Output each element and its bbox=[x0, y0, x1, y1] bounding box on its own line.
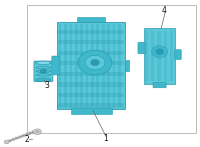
Bar bbox=[157, 31, 161, 81]
Circle shape bbox=[85, 55, 105, 70]
Ellipse shape bbox=[36, 61, 51, 65]
FancyBboxPatch shape bbox=[125, 60, 129, 71]
Bar bbox=[27, 5, 196, 133]
Bar bbox=[91, 24, 94, 107]
Bar bbox=[58, 40, 124, 44]
Text: 1: 1 bbox=[104, 134, 108, 143]
Text: 4: 4 bbox=[162, 6, 167, 15]
FancyBboxPatch shape bbox=[138, 42, 145, 54]
Circle shape bbox=[36, 130, 39, 133]
FancyBboxPatch shape bbox=[175, 50, 181, 60]
Bar bbox=[58, 61, 124, 66]
Text: 2: 2 bbox=[24, 135, 29, 144]
FancyBboxPatch shape bbox=[57, 22, 125, 109]
Bar bbox=[118, 24, 121, 107]
Circle shape bbox=[78, 50, 112, 75]
Bar bbox=[58, 72, 124, 76]
Bar bbox=[58, 82, 124, 87]
Ellipse shape bbox=[36, 78, 51, 82]
Bar bbox=[86, 24, 88, 107]
Bar bbox=[102, 24, 105, 107]
Circle shape bbox=[152, 46, 168, 57]
Bar bbox=[164, 31, 167, 81]
Bar bbox=[58, 93, 124, 97]
Circle shape bbox=[40, 69, 47, 74]
Bar bbox=[113, 24, 115, 107]
Bar bbox=[80, 24, 83, 107]
FancyBboxPatch shape bbox=[144, 28, 175, 84]
Circle shape bbox=[91, 59, 99, 66]
FancyBboxPatch shape bbox=[34, 61, 53, 81]
Bar bbox=[75, 24, 78, 107]
Bar bbox=[170, 31, 173, 81]
Circle shape bbox=[156, 49, 164, 55]
Text: 3: 3 bbox=[44, 81, 49, 90]
Ellipse shape bbox=[4, 140, 9, 144]
FancyBboxPatch shape bbox=[77, 17, 105, 22]
Bar bbox=[64, 24, 67, 107]
Bar bbox=[58, 30, 124, 34]
Bar bbox=[58, 51, 124, 55]
FancyBboxPatch shape bbox=[153, 82, 166, 88]
Bar bbox=[96, 24, 99, 107]
Bar bbox=[151, 31, 154, 81]
FancyBboxPatch shape bbox=[71, 108, 112, 113]
Bar bbox=[145, 31, 148, 81]
Bar bbox=[58, 103, 124, 108]
Bar bbox=[107, 24, 110, 107]
FancyBboxPatch shape bbox=[52, 56, 60, 75]
Bar bbox=[70, 24, 72, 107]
Bar bbox=[59, 24, 61, 107]
Circle shape bbox=[34, 129, 41, 135]
